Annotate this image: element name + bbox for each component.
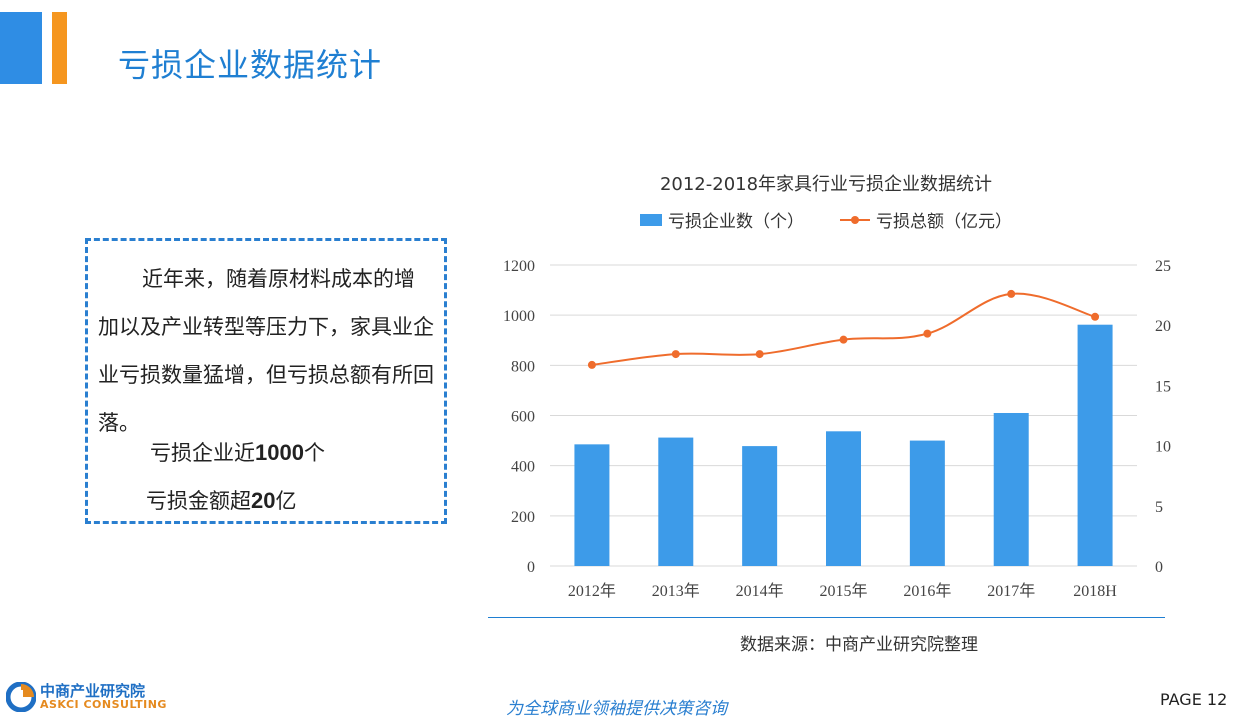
legend-item-line: 亏损总额（亿元） [840, 207, 1012, 232]
x-tick-label: 2018H [1073, 583, 1117, 600]
bar [909, 440, 945, 566]
logo-text-cn: 中商产业研究院 [40, 682, 146, 700]
summary-paragraph: 近年来，随着原材料成本的增加以及产业转型等压力下，家具业企业亏损数量猛增，但亏损… [98, 255, 434, 447]
x-tick-label: 2016年 [903, 582, 951, 600]
footer-slogan: 为全球商业领袖提供决策咨询 [506, 699, 727, 719]
line-point [1007, 289, 1016, 298]
x-tick-label: 2013年 [652, 582, 700, 600]
header-accent-orange [52, 12, 67, 84]
series-line [591, 292, 1096, 366]
bar [993, 412, 1029, 566]
source-divider [488, 617, 1165, 618]
bar [658, 437, 694, 566]
legend-item-bars: 亏损企业数（个） [640, 207, 804, 232]
line-point [755, 350, 764, 359]
x-tick-label: 2012年 [568, 582, 616, 600]
line-point [587, 360, 596, 369]
y-right-tick-label: 20 [1155, 318, 1171, 335]
y-right-tick-label: 25 [1155, 258, 1171, 275]
x-tick-label: 2015年 [819, 582, 867, 600]
x-tick-label: 2017年 [987, 582, 1035, 600]
x-tick-label: 2014年 [736, 582, 784, 600]
bar [574, 444, 610, 566]
bar [1077, 324, 1113, 566]
y-right-tick-label: 15 [1155, 378, 1171, 395]
line-point [671, 350, 680, 359]
company-logo: 中商产业研究院 ASKCI CONSULTING [6, 680, 206, 714]
logo-mark-icon [6, 682, 36, 712]
y-left-tick-label: 800 [511, 358, 535, 375]
chart-title: 2012-2018年家具行业亏损企业数据统计 [659, 174, 993, 195]
bar [826, 431, 861, 566]
page-title: 亏损企业数据统计 [118, 46, 383, 84]
y-left-tick-label: 200 [511, 509, 535, 526]
stat-loss-amount: 亏损金额超20亿 [146, 488, 297, 513]
y-right-tick-label: 10 [1155, 439, 1171, 456]
line-point [839, 335, 848, 344]
legend-label-bars: 亏损企业数（个） [668, 212, 804, 232]
y-left-tick-label: 400 [511, 459, 535, 476]
line-point [1091, 312, 1100, 321]
summary-text: 近年来，随着原材料成本的增加以及产业转型等压力下，家具业企业亏损数量猛增，但亏损… [98, 267, 434, 435]
page-number: PAGE 12 [1160, 690, 1228, 709]
y-left-tick-label: 600 [511, 409, 535, 426]
legend-swatch-line [840, 214, 870, 226]
stat-loss-count: 亏损企业近1000个 [150, 440, 325, 465]
logo-text-en: ASKCI CONSULTING [40, 698, 167, 711]
y-left-tick-label: 1000 [503, 308, 535, 325]
legend-label-line: 亏损总额（亿元） [876, 212, 1012, 232]
bar [742, 446, 778, 566]
line-point [923, 329, 932, 338]
header-accent-blue [0, 12, 42, 84]
data-source: 数据来源：中商产业研究院整理 [740, 635, 978, 655]
legend-swatch-bars [640, 213, 662, 226]
summary-box: 近年来，随着原材料成本的增加以及产业转型等压力下，家具业企业亏损数量猛增，但亏损… [85, 238, 447, 524]
y-left-tick-label: 0 [527, 559, 535, 576]
y-right-tick-label: 5 [1155, 499, 1163, 516]
y-left-tick-label: 1200 [503, 258, 535, 275]
y-right-tick-label: 0 [1155, 559, 1163, 576]
